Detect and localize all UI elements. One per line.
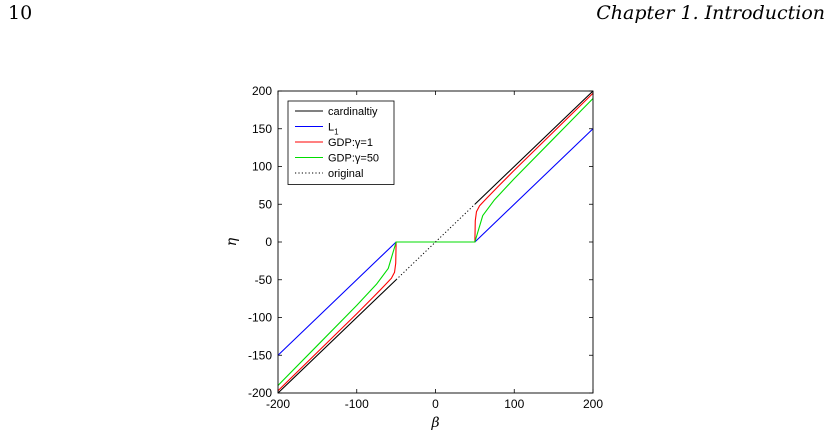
x-tick-label: 100 (504, 397, 524, 411)
series-line-cardinaltiy (277, 279, 397, 394)
page-number: 10 (8, 2, 33, 24)
x-tick-label: 200 (583, 397, 603, 411)
legend-box (287, 100, 395, 185)
x-tick-label: -200 (266, 397, 290, 411)
legend-entry: GDP:γ=1 (328, 137, 373, 149)
series-line-cardinaltiy (474, 90, 594, 205)
x-axis-label: β (430, 415, 439, 431)
x-tick-label: -100 (345, 397, 369, 411)
y-tick-label: 100 (252, 160, 272, 174)
y-tick-label: 0 (265, 235, 272, 249)
legend-entry: cardinaltiy (328, 106, 378, 118)
plot-frame (277, 90, 594, 394)
y-axis-label: η (224, 237, 240, 246)
y-tick-label: -200 (248, 386, 272, 400)
y-tick-label: -150 (248, 348, 272, 362)
running-head: Chapter 1. Introduction (596, 2, 825, 24)
y-tick-label: 200 (252, 84, 272, 98)
legend-entry: L1 (328, 122, 339, 137)
y-tick-label: -100 (248, 311, 272, 325)
legend-entry: original (328, 168, 363, 180)
y-tick-label: 50 (259, 197, 273, 211)
legend-entry-subscript: 1 (334, 128, 339, 137)
legend-entry: GDP:γ=50 (328, 153, 379, 165)
y-tick-label: 150 (252, 122, 272, 136)
series-line-original (395, 203, 476, 281)
x-tick-label: 0 (432, 397, 439, 411)
y-tick-label: -50 (255, 273, 273, 287)
